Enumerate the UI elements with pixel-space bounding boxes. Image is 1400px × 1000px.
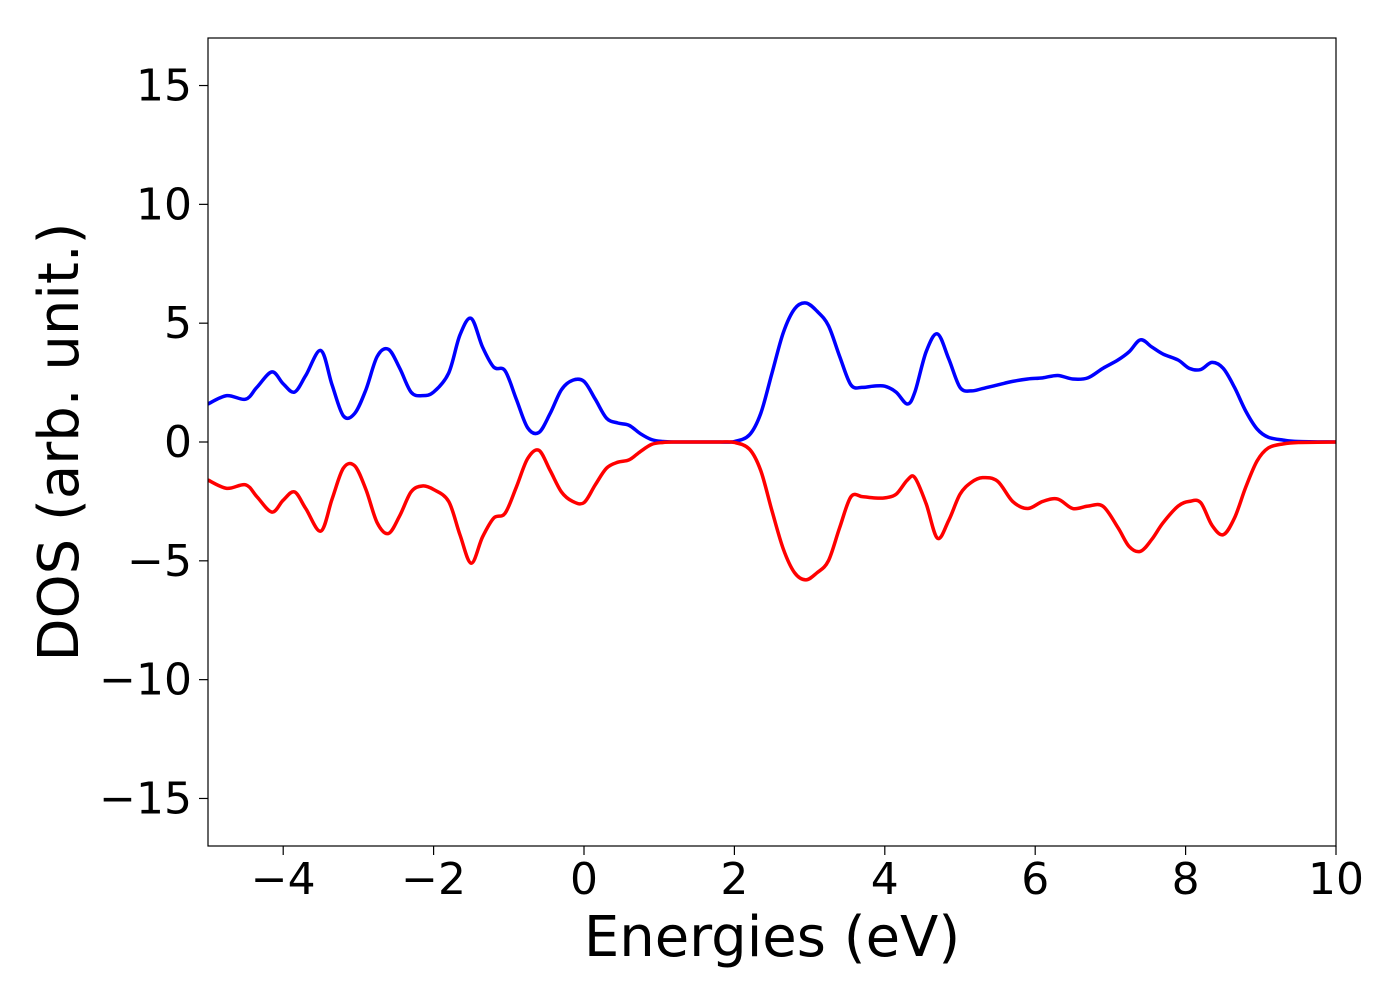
x-tick-label: 4	[871, 854, 899, 905]
x-tick-label: 2	[720, 854, 748, 905]
y-tick-label: 5	[164, 298, 192, 349]
dos-line-blue	[208, 301, 1336, 444]
y-tick-label: −15	[99, 773, 192, 824]
y-tick-label: 15	[136, 61, 192, 112]
y-tick-label: −5	[127, 536, 192, 587]
x-axis-label: Energies (eV)	[584, 905, 960, 970]
series-layer	[208, 301, 1336, 582]
y-axis-label: DOS (arb. unit.)	[27, 222, 92, 661]
x-tick-label: −4	[251, 854, 316, 905]
x-tick-label: 6	[1021, 854, 1049, 905]
dos-line-red	[208, 440, 1336, 582]
x-tick-label: 0	[570, 854, 598, 905]
y-tick-label: 10	[136, 179, 192, 230]
y-tick-label: 0	[164, 417, 192, 468]
x-tick-label: 10	[1308, 854, 1364, 905]
y-axis-ticks: −15 −10 −5 0 5 10 15	[99, 61, 208, 824]
x-tick-label: 8	[1172, 854, 1200, 905]
y-tick-label: −10	[99, 655, 192, 706]
x-axis-ticks: −4 −2 0 2 4 6 8 10	[251, 846, 1364, 905]
x-tick-label: −2	[401, 854, 466, 905]
